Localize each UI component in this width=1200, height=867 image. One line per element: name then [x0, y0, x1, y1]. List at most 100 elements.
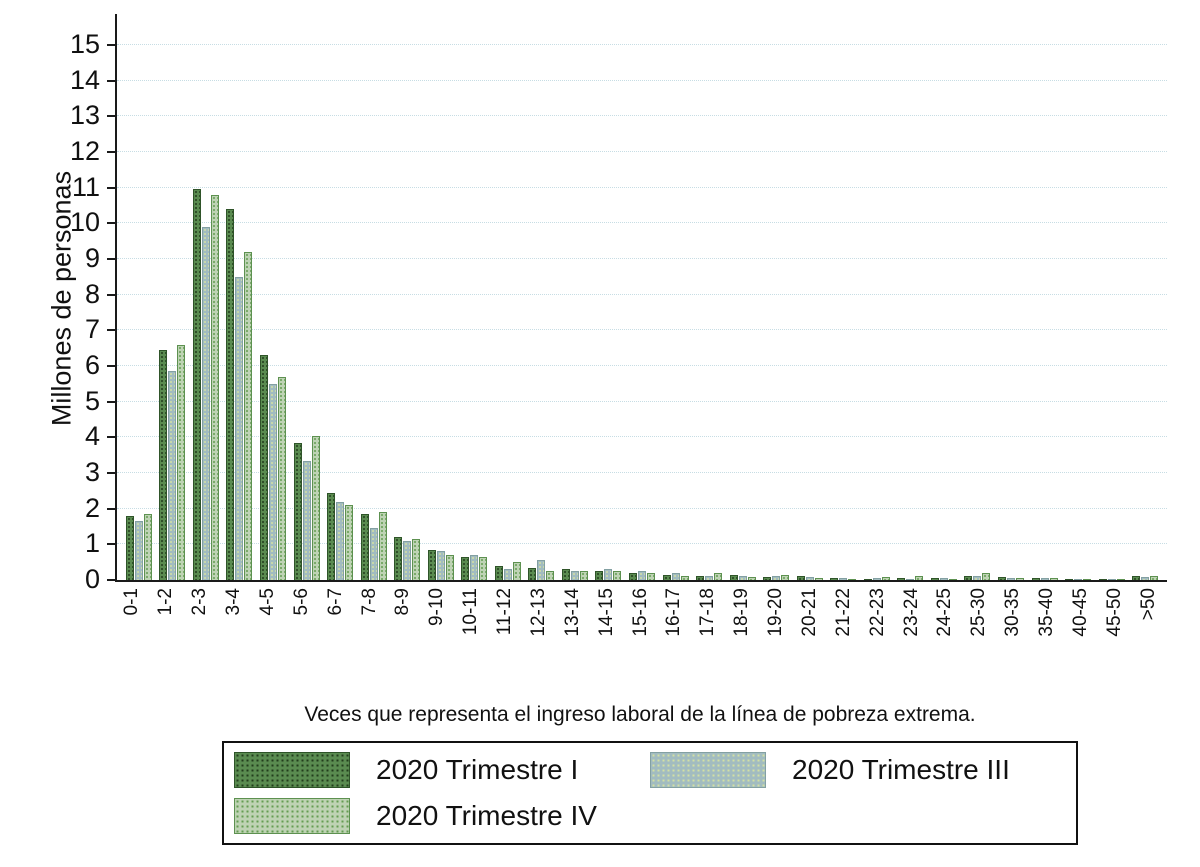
bar — [134, 521, 143, 580]
x-axis-tick-label: 14-15 — [595, 588, 617, 637]
legend-label: 2020 Trimestre III — [792, 754, 1010, 785]
bar — [394, 537, 403, 580]
gridline — [117, 79, 1167, 81]
x-axis-tick-label: 22-23 — [866, 588, 888, 637]
gridline — [117, 365, 1167, 366]
bar-group-8-9 — [390, 14, 424, 580]
bar — [628, 572, 637, 580]
bar — [503, 569, 512, 580]
y-axis-tick — [107, 472, 116, 474]
gridline — [117, 151, 1167, 152]
y-axis-tick-label: 1 — [84, 528, 100, 559]
bar — [964, 575, 973, 580]
bar-group-25-30 — [961, 14, 995, 580]
gridline — [117, 186, 1167, 188]
legend-swatch-trimestre-4-icon — [234, 798, 350, 834]
bar-group-16-17 — [659, 14, 693, 580]
x-axis-tick-label: 7-8 — [358, 588, 380, 616]
y-axis-tick-label: 15 — [69, 29, 100, 59]
bar — [930, 577, 939, 580]
bar — [403, 540, 412, 580]
bar — [839, 578, 848, 580]
bar — [192, 189, 201, 580]
gridline — [117, 400, 1167, 402]
bars-container — [117, 14, 1167, 580]
bar-group-10-11 — [457, 14, 491, 580]
bar — [906, 578, 915, 580]
y-axis-tick-label: 5 — [84, 385, 100, 416]
legend: 2020 Trimestre I 2020 Trimestre III 2020… — [222, 741, 1078, 845]
legend-item-trimestre-4: 2020 Trimestre IV — [234, 796, 650, 836]
bar — [763, 577, 772, 580]
bar — [982, 572, 991, 580]
bar-group-3-4 — [223, 14, 257, 580]
bar — [848, 578, 857, 580]
bar — [1107, 579, 1116, 580]
bar — [646, 572, 655, 580]
bar — [360, 514, 369, 580]
y-axis-tick-label: 3 — [84, 457, 100, 487]
x-axis-tick-label: 10-11 — [460, 588, 482, 636]
y-axis-tick-label: 2 — [84, 492, 100, 523]
bar — [772, 576, 781, 580]
bar — [973, 575, 982, 580]
gridline — [117, 222, 1167, 224]
bar — [327, 492, 336, 580]
bar — [1132, 576, 1141, 580]
bar-group-35-40 — [1028, 14, 1062, 580]
x-axis-tick-label: 13-14 — [561, 588, 583, 637]
bar — [604, 569, 613, 580]
bar — [738, 576, 747, 580]
gridline — [117, 543, 1167, 545]
bar — [201, 226, 210, 580]
legend-label: 2020 Trimestre I — [376, 754, 579, 785]
bar — [1065, 578, 1074, 580]
y-axis-tick — [107, 79, 116, 82]
bar-group-5-6 — [290, 14, 324, 580]
legend-item-trimestre-3: 2020 Trimestre III — [650, 750, 1066, 790]
bar — [378, 512, 387, 580]
x-axis-tick-label: 24-25 — [934, 588, 956, 637]
bar — [470, 555, 479, 580]
bar — [210, 194, 219, 580]
bar — [345, 505, 354, 580]
bar — [412, 538, 421, 580]
bar — [939, 578, 948, 580]
x-axis-tick-label: 11-12 — [494, 588, 516, 636]
bar — [1031, 577, 1040, 580]
bar — [259, 355, 268, 580]
bar-group-1-2 — [156, 14, 190, 580]
y-axis-tick — [107, 222, 116, 225]
bar — [461, 556, 470, 580]
y-axis-tick — [107, 115, 116, 118]
gridline — [117, 472, 1167, 473]
bar — [293, 442, 302, 580]
x-axis-tick-label: 1-2 — [155, 588, 177, 616]
bar — [336, 501, 345, 580]
bar — [528, 567, 537, 580]
y-axis-tick-label: 10 — [69, 207, 100, 238]
bar-group-21-22 — [826, 14, 860, 580]
bar — [1006, 577, 1015, 580]
x-axis-tick-label: 35-40 — [1036, 588, 1058, 637]
gridline — [117, 258, 1167, 259]
bar — [680, 576, 689, 580]
y-axis-tick — [107, 579, 116, 581]
bar-group-40-45 — [1061, 14, 1095, 580]
y-axis-tick — [107, 329, 116, 332]
bar-group-22-23 — [860, 14, 894, 580]
bar-group-4-5 — [256, 14, 290, 580]
x-axis-tick-label: 20-21 — [798, 588, 820, 637]
bar — [570, 571, 579, 580]
x-axis-labels: 0-1 1-2 2-3 3-4 4-5 5-6 6-7 7-8 8-9 9-10 10-11 11-1… — [115, 588, 1165, 690]
bar-group-30-35 — [994, 14, 1028, 580]
bar-group-12-13 — [525, 14, 559, 580]
gridline — [117, 507, 1167, 509]
y-axis-tick — [107, 507, 116, 510]
x-axis-tick-label: 3-4 — [223, 588, 245, 616]
x-axis-tick-label: 21-22 — [832, 588, 854, 637]
bar — [277, 376, 286, 580]
bar — [579, 571, 588, 580]
bar — [830, 577, 839, 580]
y-axis-tick — [107, 151, 116, 153]
